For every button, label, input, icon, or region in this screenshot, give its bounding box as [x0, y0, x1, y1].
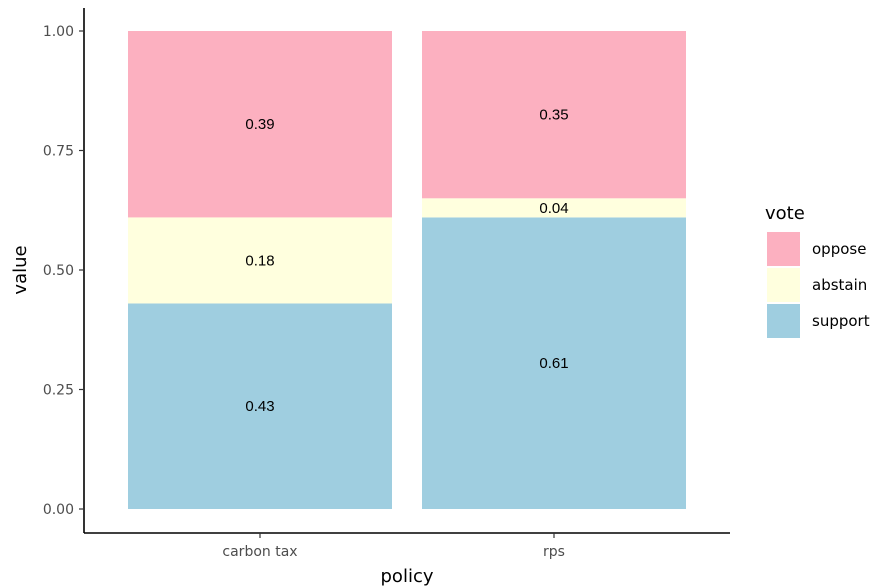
x-axis: carbon tax rps — [84, 532, 730, 560]
data-label-rps-abstain: 0.04 — [539, 200, 568, 217]
y-tick-label: 0.75 — [43, 144, 74, 160]
data-label-rps-oppose: 0.35 — [539, 107, 568, 124]
data-label-carbon-tax-abstain: 0.18 — [245, 252, 274, 269]
data-label-rps-support: 0.61 — [539, 355, 568, 372]
legend: vote oppose abstain support — [765, 203, 870, 338]
bar-carbon-tax-support — [128, 303, 392, 509]
legend-key-support — [767, 304, 800, 338]
bars-layer — [128, 31, 686, 510]
y-tick-label: 1.00 — [43, 24, 74, 40]
legend-label-oppose: oppose — [812, 240, 866, 258]
bar-rps-abstain — [422, 198, 686, 218]
bar-carbon-tax-oppose — [128, 31, 392, 218]
bar-rps-oppose — [422, 31, 686, 199]
legend-label-abstain: abstain — [812, 276, 867, 294]
legend-key-abstain — [767, 268, 800, 302]
y-axis: 0.00 0.25 0.50 0.75 1.00 — [43, 8, 85, 533]
data-label-carbon-tax-support: 0.43 — [245, 398, 274, 415]
data-label-carbon-tax-oppose: 0.39 — [245, 116, 274, 133]
x-tick-label: rps — [543, 544, 565, 560]
y-tick-label: 0.25 — [43, 383, 74, 399]
bar-carbon-tax-abstain — [128, 217, 392, 304]
legend-key-oppose — [767, 232, 800, 266]
y-tick-label: 0.00 — [43, 502, 74, 518]
x-tick-label: carbon tax — [222, 544, 297, 560]
y-tick-label: 0.50 — [43, 263, 74, 279]
bar-rps-support — [422, 217, 686, 510]
x-axis-title: policy — [381, 566, 434, 587]
legend-title: vote — [765, 203, 805, 224]
data-labels-layer: 0.43 0.18 0.39 0.61 0.04 0.35 — [245, 107, 568, 416]
y-axis-title: value — [10, 245, 31, 294]
legend-label-support: support — [812, 312, 870, 330]
